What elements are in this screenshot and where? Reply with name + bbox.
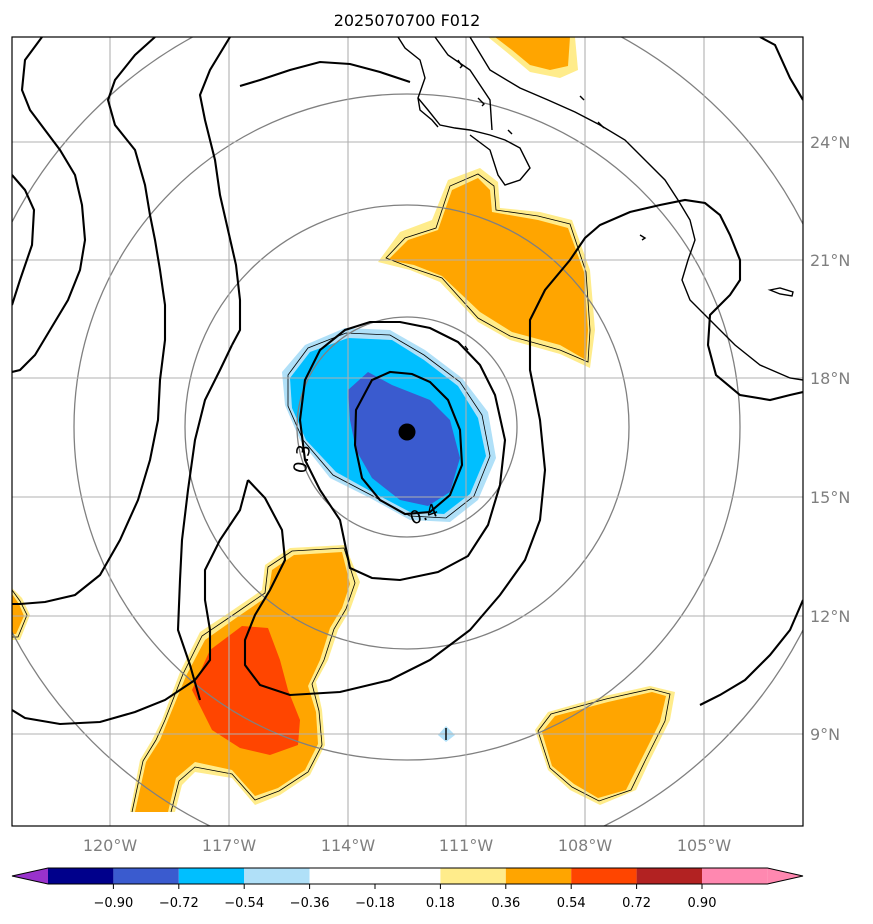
colorbar: −0.90 −0.72 −0.54 −0.36 −0.18 0.18 0.36 … [11,867,804,911]
lat-label-21n: 21°N [810,251,850,270]
colorbar-segment-2 [113,868,179,884]
contour-label-03: 0.3 [290,443,316,475]
range-rings [12,37,803,826]
colorbar-segment-5 [309,868,375,884]
lon-label-120w: 120°W [83,836,138,855]
storm-center-marker [398,423,416,441]
colorbar-segment-3 [178,868,245,884]
lon-label-114w: 114°W [321,836,376,855]
lat-label-9n: 9°N [810,725,840,744]
map-title: 2025070700 F012 [334,11,481,30]
colorbar-tick-9: 0.72 [622,896,651,911]
colorbar-extend-high [767,868,803,884]
colorbar-segment-9 [571,868,637,884]
colorbar-tick-4: −0.36 [290,896,330,911]
fill-se-orange [542,692,666,798]
latitude-labels: 24°N 21°N 18°N 15°N 12°N 9°N [810,133,850,744]
colorbar-tick-3: −0.54 [224,896,264,911]
fill-sw-red [192,626,300,755]
lat-label-18n: 18°N [810,369,850,388]
colorbar-segment-10 [636,868,702,884]
lon-label-117w: 117°W [202,836,257,855]
colorbar-tick-10: 0.90 [688,896,717,911]
colorbar-segment-8 [505,868,572,884]
fill-ne-orange [388,178,588,360]
colorbar-tick-8: 0.54 [557,896,586,911]
colorbar-extend-low [12,868,48,884]
colorbar-tick-7: 0.36 [491,896,520,911]
colorbar-tick-5: −0.18 [355,896,395,911]
lon-label-105w: 105°W [677,836,732,855]
colorbar-segment-4 [244,868,310,884]
lat-label-24n: 24°N [810,133,850,152]
colorbar-segment-6 [375,868,441,884]
colorbar-outline [11,867,804,885]
colorbar-tick-6: 0.18 [426,896,455,911]
lat-label-15n: 15°N [810,488,850,507]
map-frame [11,36,804,827]
longitude-labels: 120°W 117°W 114°W 111°W 108°W 105°W [83,836,732,855]
lon-label-111w: 111°W [439,836,494,855]
colorbar-segment-1 [48,868,114,884]
colorbar-tick-2: −0.72 [159,896,199,911]
map-area: 0.3 0.4 [12,37,803,826]
lat-label-12n: 12°N [810,607,850,626]
colorbar-tick-1: −0.90 [93,896,133,911]
colorbar-segment-7 [440,868,506,884]
colorbar-segment-11 [702,868,768,884]
lon-label-108w: 108°W [558,836,613,855]
coastline [397,37,803,740]
colorbar-ticks [112,884,703,889]
contours [12,37,803,726]
graticule [12,37,803,826]
fill-top-orange [495,37,570,70]
